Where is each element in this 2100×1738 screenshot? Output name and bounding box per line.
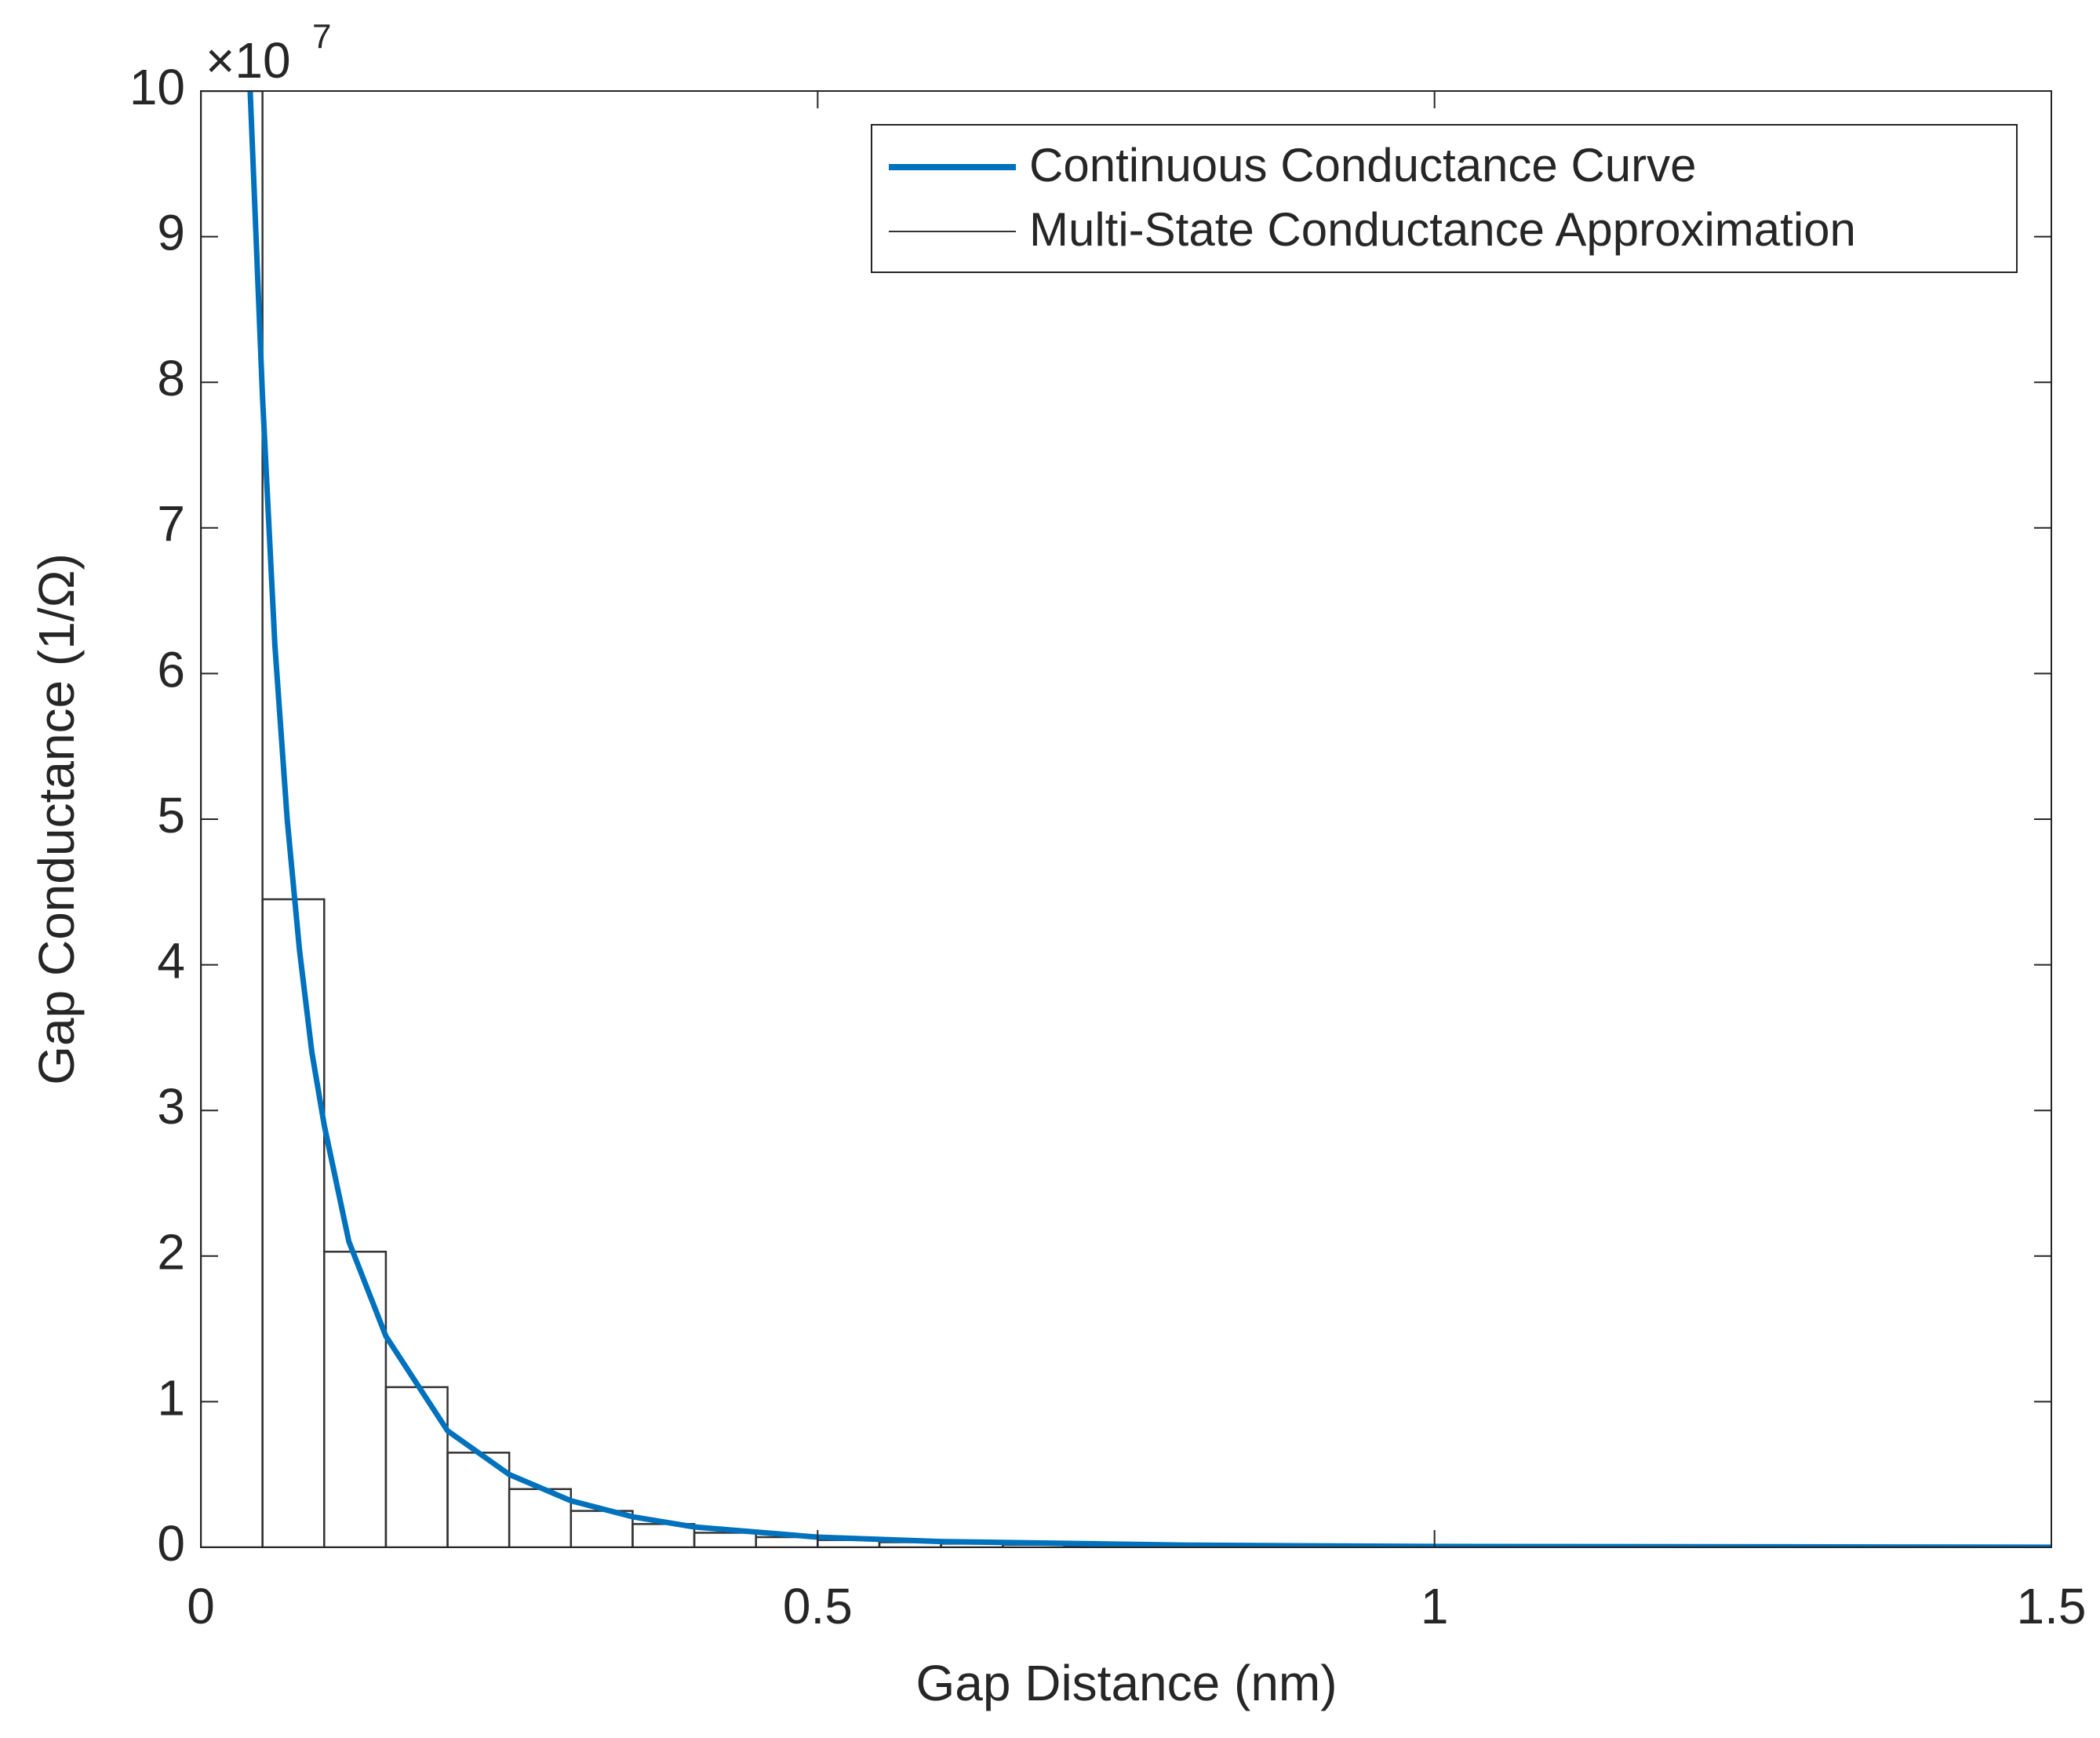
y-tick-label: 8	[157, 350, 185, 406]
y-tick-label: 9	[157, 205, 185, 261]
y-tick-label: 1	[157, 1369, 185, 1426]
x-tick-label: 0.5	[783, 1578, 853, 1634]
x-tick-label: 1.5	[2017, 1578, 2087, 1634]
conductance-curve	[247, 91, 2051, 1547]
y-axis-label: Gap Conductance (1/Ω)	[28, 553, 85, 1085]
y-tick-label: 3	[157, 1078, 185, 1135]
plot-area	[201, 91, 2051, 1547]
legend-label: Multi-State Conductance Approximation	[1029, 203, 1856, 256]
x-tick-label: 0	[187, 1578, 215, 1634]
y-tick-label: 2	[157, 1224, 185, 1281]
y-multiplier-exponent: 7	[312, 18, 331, 56]
y-multiplier: ×10	[206, 32, 291, 89]
x-axis-label: Gap Distance (nm)	[915, 1655, 1337, 1711]
y-tick-label: 6	[157, 641, 185, 698]
legend-label: Continuous Conductance Curve	[1029, 139, 1697, 191]
legend-box	[871, 124, 2018, 273]
y-tick-label: 7	[157, 496, 185, 552]
histogram-bar	[201, 91, 264, 1547]
x-tick-label: 1	[1421, 1578, 1449, 1634]
y-tick-label: 4	[157, 933, 185, 989]
y-tick-label: 0	[157, 1515, 185, 1572]
legend: Continuous Conductance Curve Multi-State…	[871, 124, 2018, 273]
y-tick-label: 10	[129, 59, 185, 115]
y-tick-label: 5	[157, 787, 185, 843]
